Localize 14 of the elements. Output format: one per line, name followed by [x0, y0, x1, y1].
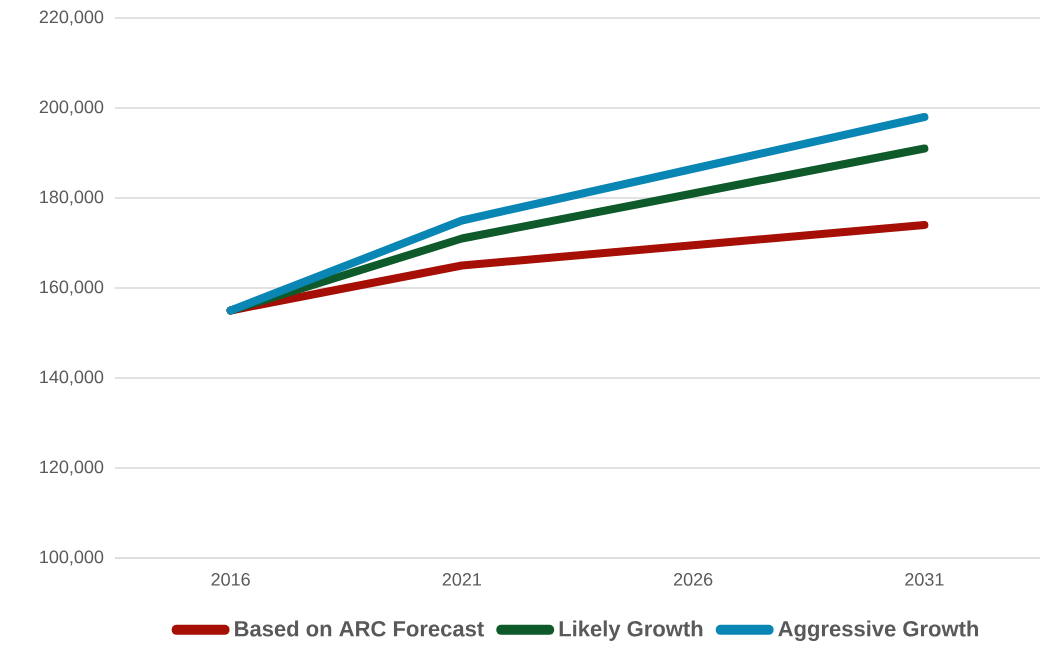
legend-label: Aggressive Growth [778, 620, 979, 641]
y-tick-label: 180,000 [40, 190, 104, 206]
x-tick-label: 2021 [442, 573, 482, 586]
y-tick-label: 160,000 [40, 280, 104, 296]
x-tick-label: 2016 [211, 573, 250, 586]
x-tick-label: 2026 [674, 573, 713, 586]
legend-label: Likely Growth [559, 620, 703, 641]
y-tick-label: 140,000 [40, 370, 104, 386]
y-tick-label: 200,000 [39, 100, 104, 116]
y-tick-label: 120,000 [40, 460, 104, 476]
legend-label: Based on ARC Forecast [235, 620, 484, 637]
x-tick-label: 2031 [905, 573, 944, 586]
y-tick-label: 220,000 [39, 10, 104, 26]
y-tick-label: 100,000 [40, 550, 104, 566]
